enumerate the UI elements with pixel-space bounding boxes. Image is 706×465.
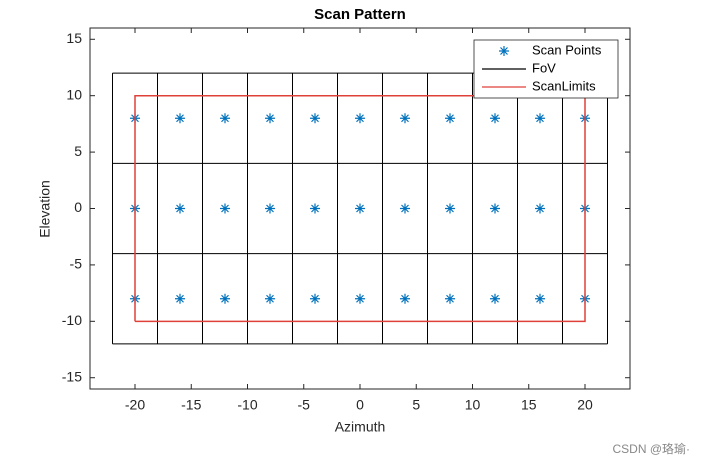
marker-shape	[400, 293, 410, 304]
scan-point	[490, 203, 500, 214]
scan-point	[265, 293, 275, 304]
x-tick-label: 10	[465, 397, 481, 413]
scan-point	[175, 203, 185, 214]
marker-shape	[265, 293, 275, 304]
marker-shape	[265, 203, 275, 214]
chart-title: Scan Pattern	[314, 6, 406, 23]
x-axis-label: Azimuth	[335, 419, 386, 435]
legend-label: Scan Points	[532, 42, 602, 57]
marker-shape	[400, 113, 410, 124]
x-tick-label: 5	[412, 397, 420, 413]
marker-shape	[220, 293, 230, 304]
scan-point	[400, 113, 410, 124]
marker-shape	[175, 203, 185, 214]
y-tick-label: 5	[74, 143, 82, 159]
marker-shape	[355, 203, 365, 214]
axes-box	[89, 27, 631, 390]
marker-shape	[355, 293, 365, 304]
y-tick-label: -10	[62, 312, 82, 328]
legend-label: FoV	[532, 60, 556, 75]
marker-shape	[490, 203, 500, 214]
scan-point	[310, 203, 320, 214]
y-tick-label: 0	[74, 199, 82, 215]
marker-shape	[265, 113, 275, 124]
legend-marker	[499, 46, 509, 56]
marker-shape	[535, 113, 545, 124]
scan-point	[310, 113, 320, 124]
marker-shape	[310, 113, 320, 124]
marker-shape	[445, 293, 455, 304]
marker-shape	[175, 293, 185, 304]
scan-point	[175, 293, 185, 304]
scan-point	[535, 293, 545, 304]
legend-label: ScanLimits	[532, 78, 596, 93]
marker-shape	[445, 113, 455, 124]
scan-point	[445, 293, 455, 304]
y-tick-label: -15	[62, 368, 82, 384]
marker-shape	[310, 203, 320, 214]
x-tick-label: -10	[237, 397, 257, 413]
scan-point	[220, 293, 230, 304]
scan-point	[265, 203, 275, 214]
scan-point	[310, 293, 320, 304]
scan-point	[175, 113, 185, 124]
scan-point	[220, 203, 230, 214]
series-line	[112, 72, 608, 345]
x-tick-label: 15	[521, 397, 537, 413]
watermark: CSDN @珞瑜·	[612, 441, 690, 456]
x-tick-label: -5	[298, 397, 311, 413]
scan-point	[490, 293, 500, 304]
scan-point	[400, 203, 410, 214]
marker-shape	[490, 113, 500, 124]
marker-shape	[220, 113, 230, 124]
marker-shape	[355, 113, 365, 124]
marker-shape	[445, 203, 455, 214]
x-tick-label: -15	[181, 397, 201, 413]
x-tick-label: 20	[577, 397, 593, 413]
scan-point	[265, 113, 275, 124]
scan-point	[490, 113, 500, 124]
scan-point	[445, 113, 455, 124]
scan-point	[400, 293, 410, 304]
marker-shape	[535, 293, 545, 304]
marker-shape	[535, 203, 545, 214]
y-tick-label: -5	[70, 256, 83, 272]
scan-point	[445, 203, 455, 214]
x-tick-label: 0	[356, 397, 364, 413]
marker-shape	[499, 46, 509, 56]
y-axis-label: Elevation	[37, 180, 53, 238]
scan-point	[535, 113, 545, 124]
marker-shape	[175, 113, 185, 124]
scan-point	[355, 113, 365, 124]
marker-shape	[400, 203, 410, 214]
marker-shape	[310, 293, 320, 304]
scan-point	[355, 203, 365, 214]
y-tick-label: 15	[66, 30, 82, 46]
x-tick-label: -20	[125, 397, 145, 413]
y-tick-label: 10	[66, 86, 82, 102]
scan-point	[355, 293, 365, 304]
marker-shape	[490, 293, 500, 304]
scan-point	[535, 203, 545, 214]
scan-point	[220, 113, 230, 124]
marker-shape	[220, 203, 230, 214]
